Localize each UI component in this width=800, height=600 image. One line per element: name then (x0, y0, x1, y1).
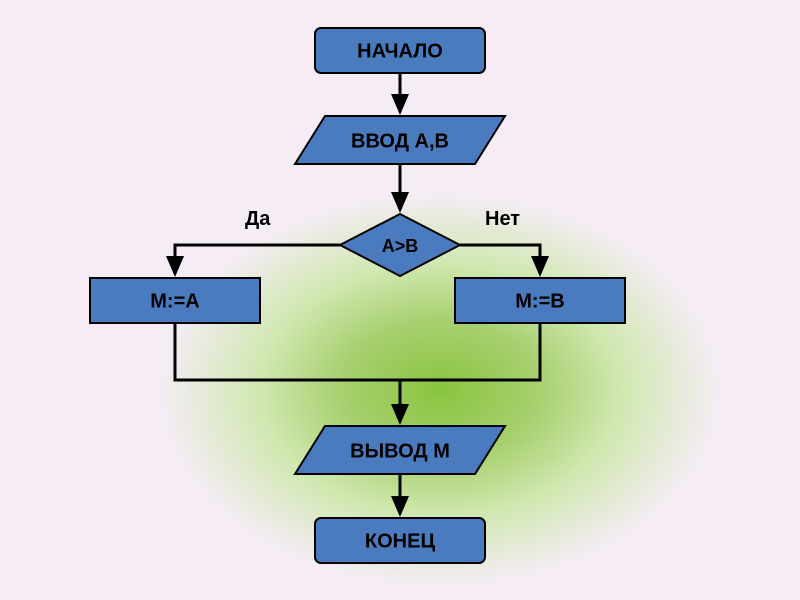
node-start: НАЧАЛО (315, 28, 485, 73)
node-decision: А>В (340, 214, 460, 276)
branch-label-no: Нет (485, 208, 520, 230)
flowchart-canvas: Да Нет НАЧАЛО ВВОД А,В А>В М:=А М:=В ВЫВ… (0, 0, 800, 600)
node-assign-a: М:=А (90, 278, 260, 323)
edge (400, 322, 540, 380)
branch-label-yes: Да (245, 208, 271, 230)
node-input: ВВОД А,В (295, 116, 505, 164)
edge-yes (175, 245, 340, 274)
edge-no (460, 245, 540, 274)
node-label: НАЧАЛО (357, 40, 443, 62)
node-label: М:=В (515, 290, 564, 312)
node-end: КОНЕЦ (315, 518, 485, 563)
edge (175, 322, 400, 380)
node-label: А>В (382, 236, 419, 256)
node-label: КОНЕЦ (365, 530, 436, 552)
node-label: М:=А (150, 290, 199, 312)
node-label: ВВОД А,В (351, 130, 449, 152)
node-label: ВЫВОД М (350, 440, 450, 462)
node-assign-b: М:=В (455, 278, 625, 323)
node-output: ВЫВОД М (295, 426, 505, 474)
